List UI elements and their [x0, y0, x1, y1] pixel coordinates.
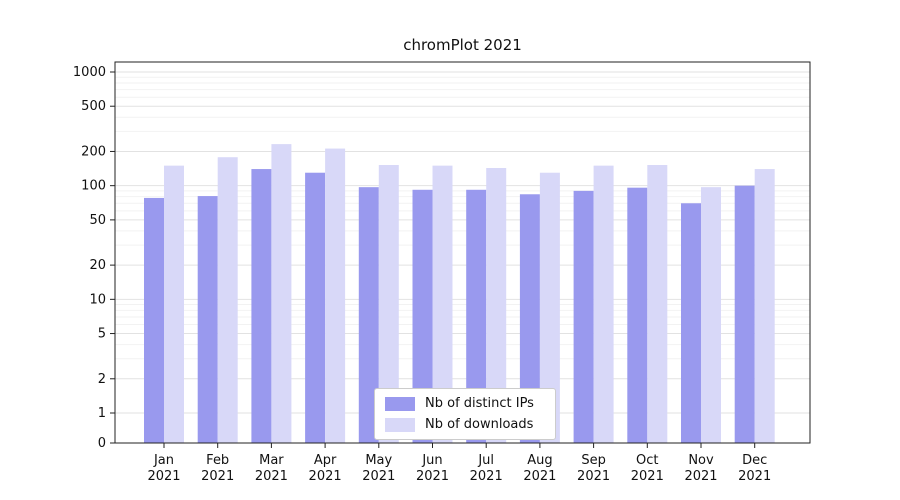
y-tick-label: 500 [81, 99, 106, 114]
y-tick-label: 50 [89, 213, 106, 228]
x-tick-label-year: 2021 [416, 469, 449, 484]
x-tick-label-year: 2021 [684, 469, 717, 484]
x-tick-label-month: May [365, 453, 392, 468]
y-tick-label: 200 [81, 144, 106, 159]
x-tick-label-month: Jun [421, 453, 442, 468]
legend-label-distinct-ips: Nb of distinct IPs [425, 396, 534, 411]
y-tick-label: 20 [89, 258, 106, 273]
y-tick-label: 5 [98, 327, 106, 342]
y-tick-label: 1 [98, 406, 106, 421]
x-tick-label-month: Aug [527, 453, 552, 468]
bar-distinct-ips-feb [197, 196, 218, 443]
bar-downloads-may [378, 164, 399, 443]
bar-distinct-ips-jan [144, 197, 164, 443]
bar-downloads-sep [593, 165, 614, 444]
x-tick-label-month: Nov [688, 453, 714, 468]
x-tick-label-month: Oct [636, 453, 658, 468]
y-tick-label: 10 [89, 292, 106, 307]
x-tick-label-year: 2021 [362, 469, 395, 484]
bar-distinct-ips-dec [734, 185, 755, 443]
bar-downloads-nov [701, 187, 721, 443]
x-tick-label-month: Mar [259, 453, 284, 468]
x-tick-label-month: Jul [477, 453, 494, 468]
y-tick-label: 0 [98, 436, 106, 451]
x-tick-label-month: Jan [153, 453, 174, 468]
bar-distinct-ips-mar [251, 169, 272, 444]
x-tick-label-month: Feb [206, 453, 229, 468]
legend-item-distinct-ips: Nb of distinct IPs [385, 396, 545, 411]
chart-legend: Nb of distinct IPs Nb of downloads [374, 388, 556, 440]
bar-distinct-ips-sep [573, 190, 594, 443]
legend-label-downloads: Nb of downloads [425, 417, 534, 432]
legend-swatch-downloads-icon [385, 417, 415, 432]
x-tick-label-year: 2021 [147, 469, 180, 484]
bar-distinct-ips-aug [519, 194, 540, 443]
bar-downloads-jun [432, 165, 453, 444]
bar-downloads-jan [164, 165, 184, 444]
bar-distinct-ips-jun [412, 189, 433, 443]
bar-downloads-oct [647, 164, 668, 443]
bar-downloads-apr [325, 148, 346, 443]
bar-distinct-ips-may [358, 187, 379, 443]
axes-box [114, 61, 811, 444]
y-tick-label: 1000 [73, 65, 106, 80]
chart-title: chromPlot 2021 [403, 36, 522, 54]
x-tick-label-year: 2021 [631, 469, 664, 484]
x-tick-label-month: Sep [581, 453, 606, 468]
x-tick-label-month: Dec [742, 453, 767, 468]
bar-downloads-aug [539, 172, 560, 444]
x-tick-label-year: 2021 [577, 469, 610, 484]
y-tick-label: 100 [81, 179, 106, 194]
bar-downloads-feb [217, 157, 238, 443]
bar-downloads-dec [754, 169, 775, 444]
x-tick-label-year: 2021 [470, 469, 503, 484]
x-tick-label-year: 2021 [309, 469, 342, 484]
y-tick-label: 2 [98, 372, 106, 387]
x-tick-label-year: 2021 [523, 469, 556, 484]
x-tick-label-year: 2021 [201, 469, 234, 484]
bar-distinct-ips-jul [466, 189, 487, 443]
legend-item-downloads: Nb of downloads [385, 417, 545, 432]
x-tick-label-year: 2021 [738, 469, 771, 484]
legend-swatch-distinct-ips-icon [385, 396, 415, 411]
x-tick-label-month: Apr [314, 453, 337, 468]
bar-downloads-jul [486, 168, 507, 443]
x-tick-label-year: 2021 [255, 469, 288, 484]
bar-distinct-ips-nov [681, 203, 701, 443]
bar-downloads-mar [271, 144, 292, 443]
bar-distinct-ips-oct [627, 187, 648, 443]
bar-distinct-ips-apr [305, 172, 326, 444]
